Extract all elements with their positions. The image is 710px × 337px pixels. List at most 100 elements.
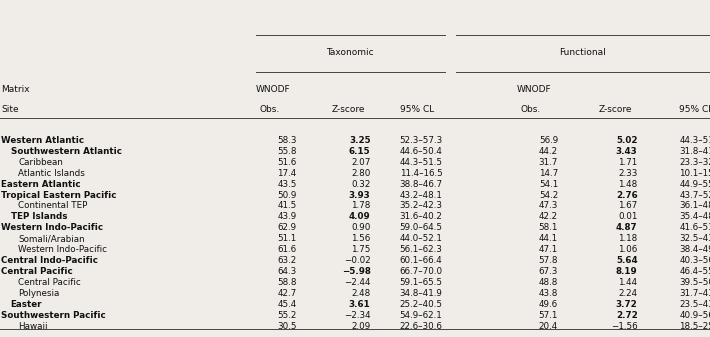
Text: 38.4–49.9: 38.4–49.9	[679, 245, 710, 254]
Text: Caribbean: Caribbean	[18, 158, 63, 167]
Text: 4.87: 4.87	[616, 223, 638, 233]
Text: Central Pacific: Central Pacific	[1, 267, 73, 276]
Text: Atlantic Islands: Atlantic Islands	[18, 168, 85, 178]
Text: 2.07: 2.07	[351, 158, 371, 167]
Text: 3.43: 3.43	[616, 147, 638, 156]
Text: Matrix: Matrix	[1, 85, 30, 94]
Text: 31.6–40.2: 31.6–40.2	[400, 212, 442, 221]
Text: 2.09: 2.09	[351, 322, 371, 331]
Text: 0.90: 0.90	[351, 223, 371, 233]
Text: Functional: Functional	[559, 48, 606, 57]
Text: WNODF: WNODF	[517, 85, 552, 94]
Text: 42.7: 42.7	[278, 289, 297, 298]
Text: Z-score: Z-score	[332, 105, 365, 114]
Text: 62.9: 62.9	[278, 223, 297, 233]
Text: 55.8: 55.8	[278, 147, 297, 156]
Text: 60.1–66.4: 60.1–66.4	[400, 256, 442, 265]
Text: 8.19: 8.19	[616, 267, 638, 276]
Text: 1.18: 1.18	[618, 234, 638, 243]
Text: Eastern Atlantic: Eastern Atlantic	[1, 180, 81, 189]
Text: 3.25: 3.25	[349, 136, 371, 145]
Text: 44.6–50.4: 44.6–50.4	[400, 147, 442, 156]
Text: 10.1–15.1: 10.1–15.1	[679, 168, 710, 178]
Text: 54.2: 54.2	[539, 190, 558, 200]
Text: 57.1: 57.1	[539, 311, 558, 320]
Text: Continental TEP: Continental TEP	[18, 202, 88, 211]
Text: Obs.: Obs.	[520, 105, 541, 114]
Text: Z-score: Z-score	[599, 105, 632, 114]
Text: 1.71: 1.71	[618, 158, 638, 167]
Text: 42.2: 42.2	[539, 212, 558, 221]
Text: 40.3–50.1: 40.3–50.1	[679, 256, 710, 265]
Text: 45.4: 45.4	[278, 300, 297, 309]
Text: 2.80: 2.80	[351, 168, 371, 178]
Text: 5.64: 5.64	[616, 256, 638, 265]
Text: 31.7: 31.7	[539, 158, 558, 167]
Text: −0.02: −0.02	[344, 256, 371, 265]
Text: 36.1–48.5: 36.1–48.5	[679, 202, 710, 211]
Text: 22.6–30.6: 22.6–30.6	[400, 322, 442, 331]
Text: 14.7: 14.7	[539, 168, 558, 178]
Text: 44.3–51.5: 44.3–51.5	[400, 158, 443, 167]
Text: 35.4–48.3: 35.4–48.3	[679, 212, 710, 221]
Text: 56.9: 56.9	[539, 136, 558, 145]
Text: 1.56: 1.56	[351, 234, 371, 243]
Text: 43.7–52.8: 43.7–52.8	[679, 190, 710, 200]
Text: 34.8–41.9: 34.8–41.9	[400, 289, 442, 298]
Text: 11.4–16.5: 11.4–16.5	[400, 168, 442, 178]
Text: 43.5: 43.5	[278, 180, 297, 189]
Text: 48.8: 48.8	[539, 278, 558, 287]
Text: 47.1: 47.1	[539, 245, 558, 254]
Text: 1.78: 1.78	[351, 202, 371, 211]
Text: 1.44: 1.44	[618, 278, 638, 287]
Text: 40.9–56.1: 40.9–56.1	[679, 311, 710, 320]
Text: 67.3: 67.3	[539, 267, 558, 276]
Text: Somali/Arabian: Somali/Arabian	[18, 234, 85, 243]
Text: 95% CL: 95% CL	[400, 105, 434, 114]
Text: Western Indo-Pacific: Western Indo-Pacific	[1, 223, 104, 233]
Text: −2.44: −2.44	[344, 278, 371, 287]
Text: 55.2: 55.2	[278, 311, 297, 320]
Text: 0.32: 0.32	[351, 180, 371, 189]
Text: Tropical Eastern Pacific: Tropical Eastern Pacific	[1, 190, 117, 200]
Text: −1.56: −1.56	[611, 322, 638, 331]
Text: 43.2–48.1: 43.2–48.1	[400, 190, 442, 200]
Text: 38.8–46.7: 38.8–46.7	[400, 180, 443, 189]
Text: 58.8: 58.8	[278, 278, 297, 287]
Text: Western Atlantic: Western Atlantic	[1, 136, 84, 145]
Text: Southwestern Pacific: Southwestern Pacific	[1, 311, 106, 320]
Text: Hawaii: Hawaii	[18, 322, 48, 331]
Text: −5.98: −5.98	[342, 267, 371, 276]
Text: Taxonomic: Taxonomic	[327, 48, 374, 57]
Text: 66.7–70.0: 66.7–70.0	[400, 267, 443, 276]
Text: 1.75: 1.75	[351, 245, 371, 254]
Text: 3.61: 3.61	[349, 300, 371, 309]
Text: Western Indo-Pacific: Western Indo-Pacific	[18, 245, 107, 254]
Text: 6.15: 6.15	[349, 147, 371, 156]
Text: 95% CL: 95% CL	[679, 105, 710, 114]
Text: 56.1–62.3: 56.1–62.3	[400, 245, 442, 254]
Text: 44.0–52.1: 44.0–52.1	[400, 234, 442, 243]
Text: 58.1: 58.1	[539, 223, 558, 233]
Text: Central Indo-Pacific: Central Indo-Pacific	[1, 256, 99, 265]
Text: 3.93: 3.93	[349, 190, 371, 200]
Text: 3.72: 3.72	[616, 300, 638, 309]
Text: 47.3: 47.3	[539, 202, 558, 211]
Text: 59.1–65.5: 59.1–65.5	[400, 278, 443, 287]
Text: TEP Islands: TEP Islands	[11, 212, 67, 221]
Text: 1.48: 1.48	[618, 180, 638, 189]
Text: 58.3: 58.3	[278, 136, 297, 145]
Text: Polynesia: Polynesia	[18, 289, 60, 298]
Text: 2.48: 2.48	[351, 289, 371, 298]
Text: 32.5–43.8: 32.5–43.8	[679, 234, 710, 243]
Text: 41.5: 41.5	[278, 202, 297, 211]
Text: 5.02: 5.02	[616, 136, 638, 145]
Text: Site: Site	[1, 105, 19, 114]
Text: 17.4: 17.4	[278, 168, 297, 178]
Text: 43.8: 43.8	[539, 289, 558, 298]
Text: 44.3–51.0: 44.3–51.0	[679, 136, 710, 145]
Text: 18.5–25.6: 18.5–25.6	[679, 322, 710, 331]
Text: 2.76: 2.76	[616, 190, 638, 200]
Text: 2.24: 2.24	[618, 289, 638, 298]
Text: 31.7–43.5: 31.7–43.5	[679, 289, 710, 298]
